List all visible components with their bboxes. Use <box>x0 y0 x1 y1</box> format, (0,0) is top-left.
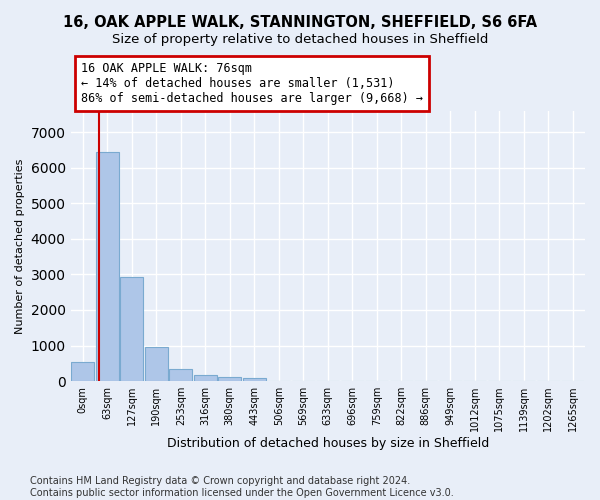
Text: 16, OAK APPLE WALK, STANNINGTON, SHEFFIELD, S6 6FA: 16, OAK APPLE WALK, STANNINGTON, SHEFFIE… <box>63 15 537 30</box>
Bar <box>242 378 266 381</box>
Bar <box>71 362 94 381</box>
Bar <box>218 377 241 381</box>
Bar <box>145 346 168 381</box>
Text: Contains HM Land Registry data © Crown copyright and database right 2024.
Contai: Contains HM Land Registry data © Crown c… <box>30 476 454 498</box>
Y-axis label: Number of detached properties: Number of detached properties <box>15 158 25 334</box>
Bar <box>95 152 119 381</box>
Bar <box>169 369 193 381</box>
Bar <box>194 375 217 381</box>
Text: 16 OAK APPLE WALK: 76sqm
← 14% of detached houses are smaller (1,531)
86% of sem: 16 OAK APPLE WALK: 76sqm ← 14% of detach… <box>81 62 423 106</box>
X-axis label: Distribution of detached houses by size in Sheffield: Distribution of detached houses by size … <box>167 437 489 450</box>
Bar <box>120 277 143 381</box>
Text: Size of property relative to detached houses in Sheffield: Size of property relative to detached ho… <box>112 32 488 46</box>
